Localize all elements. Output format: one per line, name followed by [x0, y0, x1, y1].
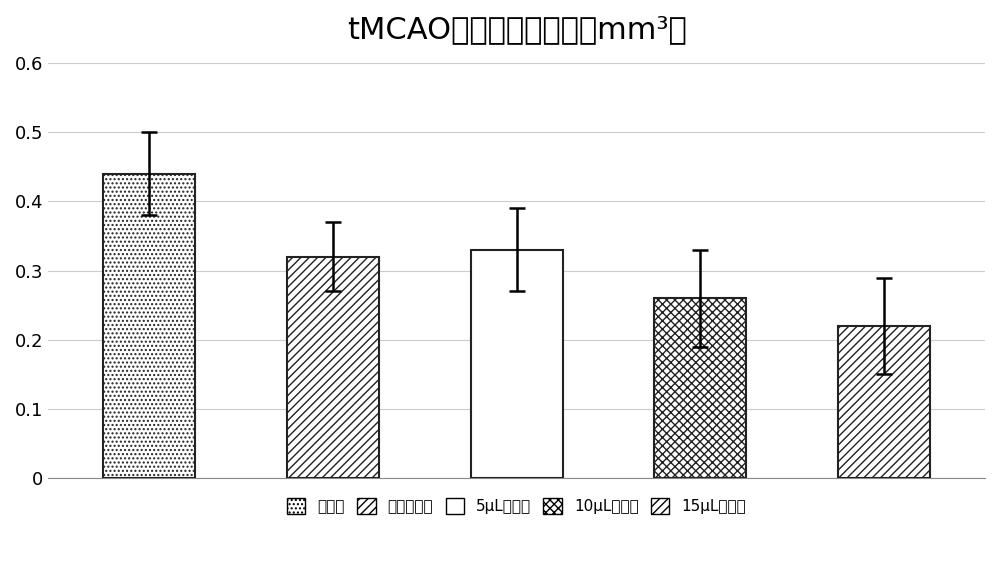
- Bar: [103, 174, 195, 478]
- Bar: [287, 257, 379, 478]
- Legend: 模型组, 阳性对照组, 5μL给药组, 10μL给药组, 15μL给药组: 模型组, 阳性对照组, 5μL给药组, 10μL给药组, 15μL给药组: [281, 492, 752, 520]
- Title: tMCAO小鼠脑梗死体积（mm³）: tMCAO小鼠脑梗死体积（mm³）: [347, 15, 687, 44]
- Bar: [471, 250, 563, 478]
- Bar: [654, 299, 746, 478]
- Bar: [838, 326, 930, 478]
